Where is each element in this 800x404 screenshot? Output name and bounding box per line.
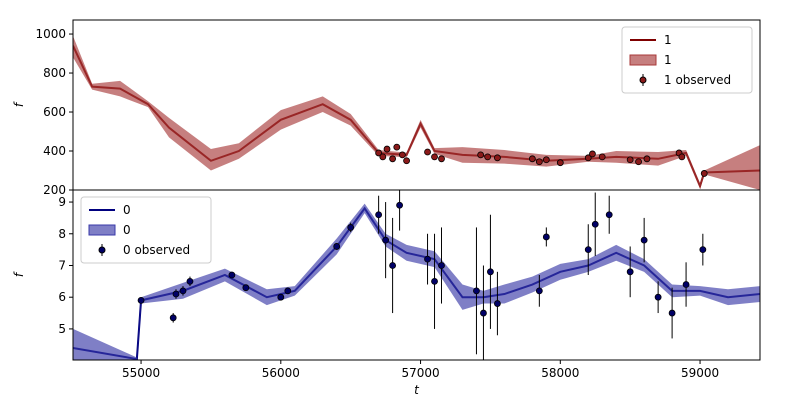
legend-swatch (629, 54, 657, 66)
observed-point (678, 153, 686, 161)
observed-point (589, 150, 596, 158)
observed-point (484, 153, 492, 161)
observed-point (535, 158, 543, 166)
y-tick-label: 5 (58, 322, 66, 336)
legend-label: 1 observed (664, 73, 731, 87)
observed-point (605, 211, 613, 219)
y-tick-label: 1000 (35, 27, 66, 41)
observed-point (477, 151, 485, 159)
observed-point (699, 246, 707, 254)
observed-point (242, 284, 250, 292)
observed-point (591, 220, 599, 228)
observed-point (169, 314, 177, 322)
observed-point (487, 268, 494, 276)
x-tick-label: 58000 (541, 366, 579, 380)
observed-point (403, 157, 410, 165)
observed-point (284, 287, 292, 295)
observed-point (682, 281, 690, 288)
observed-point (172, 290, 180, 298)
y-tick-label: 400 (43, 144, 66, 158)
legend-box (621, 26, 753, 94)
observed-point (494, 300, 501, 307)
observed-point (635, 158, 642, 166)
x-tick-label: 57000 (401, 366, 439, 380)
confidence-band (73, 203, 760, 360)
plot-area (73, 35, 760, 190)
observed-point (424, 255, 431, 263)
observed-point (438, 155, 445, 163)
observed-point (398, 151, 406, 159)
observed-point (382, 236, 390, 244)
legend-label: 0 (123, 223, 131, 237)
observed-point (542, 233, 550, 241)
observed-point (480, 309, 487, 317)
y-tick-label: 9 (58, 195, 66, 209)
observed-point (494, 154, 501, 162)
observed-point (379, 153, 387, 161)
observed-point (584, 154, 592, 162)
legend-label: 0 (123, 203, 131, 217)
observed-point (424, 148, 431, 156)
observed-point (333, 243, 341, 250)
legend-swatch (88, 224, 116, 236)
observed-point (626, 156, 634, 164)
observed-point (375, 211, 383, 219)
observed-point (431, 277, 438, 285)
observed-point (396, 201, 403, 209)
observed-point (389, 262, 397, 269)
plot-area (73, 190, 760, 360)
observed-point (347, 224, 355, 231)
y-axis-label: f (12, 101, 26, 107)
observed-point (700, 170, 708, 177)
y-tick-label: 600 (43, 105, 66, 119)
observed-point (598, 153, 606, 161)
observed-point (654, 293, 662, 301)
observed-point (431, 153, 438, 161)
observed-point (438, 262, 445, 269)
observed-point (556, 159, 564, 167)
y-tick-label: 6 (58, 290, 66, 304)
legend-label: 0 observed (123, 243, 190, 257)
observed-point (383, 145, 391, 153)
observed-point (528, 155, 536, 163)
y-tick-label: 8 (58, 227, 66, 241)
observed-point (584, 246, 592, 254)
observed-point (668, 309, 676, 317)
x-tick-label: 55000 (122, 366, 160, 380)
observed-point (643, 155, 651, 163)
legend-swatch (98, 246, 106, 254)
legend-box (80, 196, 212, 264)
observed-point (389, 155, 397, 163)
x-tick-label: 56000 (262, 366, 300, 380)
legend-label: 1 (664, 53, 672, 67)
observed-point (186, 277, 194, 285)
observed-point (535, 287, 543, 295)
observed-point (179, 287, 187, 295)
legend-label: 1 (664, 33, 672, 47)
observed-point (375, 149, 383, 157)
confidence-band (73, 35, 760, 190)
y-tick-label: 7 (58, 258, 66, 272)
y-axis-label: f (12, 271, 26, 277)
x-axis-label: t (414, 383, 420, 397)
x-tick-label: 59000 (681, 366, 719, 380)
y-tick-label: 200 (43, 183, 66, 197)
observed-point (542, 156, 550, 164)
observed-point (393, 143, 401, 151)
observed-point (473, 287, 480, 295)
axes-frame (72, 189, 761, 361)
observed-point (626, 268, 634, 276)
observed-point (137, 296, 145, 304)
observed-point (228, 271, 236, 279)
observed-point (640, 236, 648, 244)
legend-swatch (639, 76, 647, 84)
observed-point (277, 293, 285, 301)
y-tick-label: 800 (43, 66, 66, 80)
